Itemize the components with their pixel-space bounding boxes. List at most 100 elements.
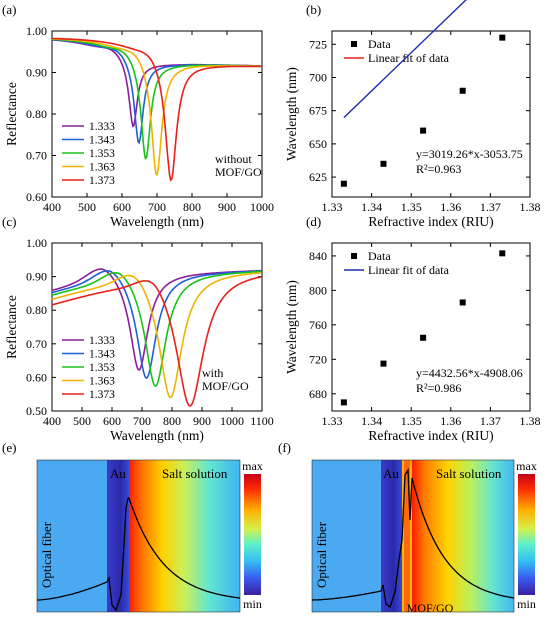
field-frame xyxy=(36,459,241,613)
legend-label: 1.353 xyxy=(89,148,115,160)
panel-letter: (e) xyxy=(2,440,16,455)
data-point xyxy=(340,180,347,187)
region-label-au: Au xyxy=(383,466,399,481)
field-frame xyxy=(311,459,515,613)
fit-r2: R²=0.963 xyxy=(416,162,461,176)
legend-label: 1.363 xyxy=(89,162,115,174)
y-tick-label: 625 xyxy=(309,170,327,184)
x-tick-label: 900 xyxy=(193,414,211,428)
field-profile-curve xyxy=(312,467,515,609)
y-tick-label: 0.80 xyxy=(26,107,47,121)
x-tick-label: 1.35 xyxy=(401,414,422,428)
colorbar-min-label: min xyxy=(517,597,536,611)
data-point xyxy=(459,87,466,94)
x-tick-label: 500 xyxy=(73,414,91,428)
y-tick-label: 0.60 xyxy=(26,370,47,384)
y-tick-label: 760 xyxy=(309,318,327,332)
plot-frame xyxy=(331,30,531,198)
annotation-text: without xyxy=(215,152,252,166)
y-tick-label: 650 xyxy=(309,137,327,151)
data-point xyxy=(459,299,466,306)
y-tick-label: 1.00 xyxy=(26,236,47,250)
region-label-salt-solution: Salt solution xyxy=(162,466,228,481)
y-tick-label: 0.60 xyxy=(26,190,47,204)
plot-frame xyxy=(51,242,263,412)
y-axis-label: Wavelength (nm) xyxy=(284,280,299,374)
y-tick-label: 0.50 xyxy=(26,404,47,418)
colorbar xyxy=(244,474,261,595)
legend-label: Data xyxy=(368,37,391,51)
au-region xyxy=(107,460,129,612)
region-label-salt-solution: Salt solution xyxy=(436,466,502,481)
y-tick-label: 675 xyxy=(309,104,327,118)
spectrum-line-1.373 xyxy=(51,275,262,407)
y-tick-label: 0.90 xyxy=(26,66,47,80)
mof-go-layer xyxy=(402,460,412,612)
salt-region xyxy=(412,460,514,612)
colorbar-max-label: max xyxy=(516,459,537,473)
x-tick-label: 700 xyxy=(148,200,166,214)
y-tick-label: 840 xyxy=(309,249,327,263)
spectrum-line-1.373 xyxy=(51,37,262,182)
x-tick-label: 1100 xyxy=(250,414,274,428)
data-point xyxy=(380,360,387,367)
legend-label: 1.333 xyxy=(89,335,115,347)
x-tick-label: 1.33 xyxy=(322,414,343,428)
x-tick-label: 800 xyxy=(163,414,181,428)
spectrum-line-1.333 xyxy=(51,268,262,371)
y-tick-label: 680 xyxy=(309,387,327,401)
x-tick-label: 400 xyxy=(43,200,61,214)
data-point xyxy=(340,399,347,406)
fiber-region xyxy=(312,460,381,612)
spectrum-line-1.343 xyxy=(51,38,262,145)
x-tick-label: 500 xyxy=(78,200,96,214)
x-tick-label: 1000 xyxy=(220,414,244,428)
x-axis-label: Refractive index (RIU) xyxy=(368,428,493,443)
y-tick-label: 1.00 xyxy=(26,24,47,38)
annotation-text: MOF/GO xyxy=(202,379,249,393)
legend-label: 1.373 xyxy=(89,175,115,187)
legend-marker xyxy=(351,253,357,259)
y-tick-label: 720 xyxy=(309,352,327,366)
region-label-optical-fiber: Optical fiber xyxy=(39,521,54,588)
panel-letter: (b) xyxy=(306,2,321,17)
x-tick-label: 700 xyxy=(133,414,151,428)
y-tick-label: 0.70 xyxy=(26,337,47,351)
legend-marker xyxy=(351,41,357,47)
legend-label: 1.363 xyxy=(89,376,115,388)
y-axis-label: Reflectance xyxy=(4,295,19,359)
fit-equation: y=4432.56*x-4908.06 xyxy=(416,366,523,380)
x-tick-label: 1.34 xyxy=(361,414,382,428)
x-axis-label: Wavelength (nm) xyxy=(110,428,204,443)
x-tick-label: 400 xyxy=(43,414,61,428)
x-tick-label: 600 xyxy=(113,200,131,214)
x-tick-label: 1.37 xyxy=(480,414,501,428)
x-tick-label: 1.38 xyxy=(520,200,541,214)
x-tick-label: 1.36 xyxy=(440,200,461,214)
fit-equation: y=3019.26*x-3053.75 xyxy=(416,147,523,161)
x-tick-label: 800 xyxy=(183,200,201,214)
x-axis-label: Wavelength (nm) xyxy=(110,214,204,229)
legend-label: 1.333 xyxy=(89,121,115,133)
spectrum-line-1.363 xyxy=(51,271,262,399)
region-label-optical-fiber: Optical fiber xyxy=(314,521,329,588)
panel-letter: (f) xyxy=(278,440,291,455)
x-axis-label: Refractive index (RIU) xyxy=(368,214,493,229)
plot-frame xyxy=(331,242,531,412)
legend-label: 1.353 xyxy=(89,362,115,374)
fit-line xyxy=(343,0,467,119)
panel-letter: (d) xyxy=(306,214,321,229)
colorbar-max-label: max xyxy=(242,459,263,473)
x-tick-label: 1.34 xyxy=(361,200,382,214)
y-axis-label: Wavelength (nm) xyxy=(284,67,299,161)
spectrum-line-1.353 xyxy=(52,38,262,161)
y-tick-label: 0.90 xyxy=(26,270,47,284)
y-axis-label: Reflectance xyxy=(4,82,19,146)
x-tick-label: 1.33 xyxy=(322,200,343,214)
y-tick-label: 800 xyxy=(309,283,327,297)
annotation-text: MOF/GO xyxy=(215,165,262,179)
data-point xyxy=(420,334,427,341)
panel-letter: (c) xyxy=(2,214,16,229)
spectrum-line-1.353 xyxy=(51,270,262,388)
